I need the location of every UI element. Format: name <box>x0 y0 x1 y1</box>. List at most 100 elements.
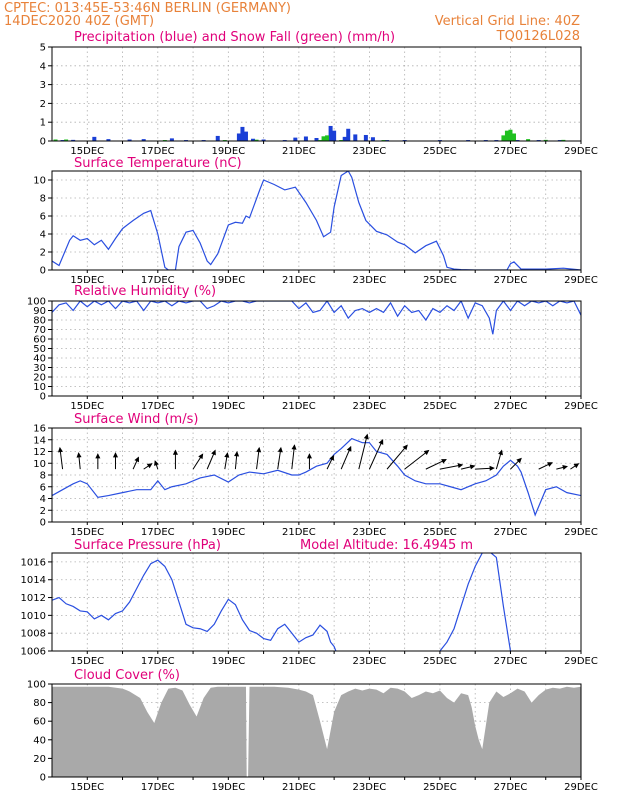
x-tick-label: 17DEC <box>141 401 175 412</box>
wind-arrowhead <box>256 446 262 453</box>
data-cloud <box>52 686 581 777</box>
grid-humidity <box>52 301 581 396</box>
x-tick-label: 15DEC <box>70 275 104 286</box>
y-tick-label: 100 <box>27 297 46 308</box>
wind-arrowhead <box>134 456 140 463</box>
header-run-date: 14DEC2020 40Z (GMT) <box>4 14 154 29</box>
y-tick-label: 40 <box>33 354 46 365</box>
x-tick-label: 27DEC <box>494 275 528 286</box>
x-tick-label: 29DEC <box>564 401 598 412</box>
x-tick-label: 21DEC <box>282 527 316 538</box>
x-tick-label: 19DEC <box>211 146 245 157</box>
panel-title-precip: Precipitation (blue) and Snow Fall (gree… <box>74 30 395 45</box>
model-altitude-note: Model Altitude: 16.4945 m <box>300 538 473 553</box>
y-tick-label: 20 <box>33 754 46 765</box>
wind-arrowhead <box>441 459 447 464</box>
snow-bar <box>511 133 516 141</box>
x-tick-label: 17DEC <box>141 656 175 667</box>
x-tick-label: 23DEC <box>353 401 387 412</box>
x-tick-label: 17DEC <box>141 146 175 157</box>
y-tick-label: 70 <box>33 325 46 336</box>
x-tick-label: 21DEC <box>282 782 316 793</box>
x-tick-label: 15DEC <box>70 401 104 412</box>
wind-arrowhead <box>224 452 230 458</box>
x-tick-label: 17DEC <box>141 275 175 286</box>
temperature-line-0 <box>52 171 581 270</box>
wind-arrowhead <box>277 446 283 453</box>
y-tick-label: 10 <box>33 382 46 393</box>
y-tick-label: 0 <box>40 773 46 784</box>
precip-bar <box>215 135 220 141</box>
data-wind <box>52 437 581 517</box>
y-tick-label: 4 <box>40 61 46 72</box>
precip-bar <box>236 133 241 141</box>
wind-line-0 <box>52 437 581 517</box>
precip-bar <box>363 134 368 141</box>
header-grid-note: Vertical Grid Line: 40Z <box>435 14 580 29</box>
header-model-id: TQ0126L028 <box>496 29 580 44</box>
snow-bar <box>254 139 259 141</box>
wind-arrowhead <box>95 453 101 459</box>
x-tick-label: 27DEC <box>494 656 528 667</box>
grid-pressure <box>52 553 581 651</box>
wind-arrowhead <box>112 452 119 458</box>
grid-wind <box>52 428 581 522</box>
snow-bar <box>53 139 58 141</box>
x-tick-label: 17DEC <box>141 782 175 793</box>
wind-arrowhead <box>562 465 569 470</box>
wind-arrowhead <box>489 465 495 471</box>
x-tick-label: 29DEC <box>564 782 598 793</box>
wind-arrowhead <box>234 451 240 457</box>
y-tick-label: 2 <box>40 99 46 110</box>
y-tick-label: 50 <box>33 344 46 355</box>
x-tick-label: 29DEC <box>564 275 598 286</box>
x-tick-label: 19DEC <box>211 275 245 286</box>
y-tick-label: 0 <box>40 392 46 403</box>
precip-bar <box>353 134 358 141</box>
x-tick-label: 19DEC <box>211 656 245 667</box>
snow-bar <box>561 139 566 141</box>
x-tick-label: 17DEC <box>141 527 175 538</box>
frame-temperature <box>51 170 582 271</box>
data-pressure <box>52 553 512 651</box>
wind-arrowhead <box>211 449 216 456</box>
panel-temperature: 0 2 4 6 8 10 15DEC 17DEC 19DEC 21DEC 23DEC 25DEC 27D… <box>33 156 598 286</box>
snow-bar <box>64 139 69 141</box>
wind-arrows <box>57 433 580 471</box>
y-tick-label: 80 <box>33 316 46 327</box>
y-tick-label: 1016 <box>21 557 46 568</box>
precip-bar <box>342 136 347 141</box>
x-tick-label: 21DEC <box>282 656 316 667</box>
y-tick-label: 16 <box>33 424 46 435</box>
x-tick-label: 21DEC <box>282 275 316 286</box>
wind-arrowhead <box>306 453 312 459</box>
y-tick-label: 100 <box>27 680 46 691</box>
frame-precip <box>51 46 582 142</box>
y-tick-label: 80 <box>33 698 46 709</box>
wind-arrow <box>368 439 384 470</box>
y-tick-label: 12 <box>33 447 46 458</box>
grid-temperature <box>52 171 581 270</box>
x-tick-label: 27DEC <box>494 401 528 412</box>
wind-arrowhead <box>573 463 580 469</box>
y-tick-label: 2 <box>40 506 46 517</box>
wind-arrow <box>404 450 429 470</box>
pressure-line-1 <box>439 553 512 651</box>
data-temperature <box>52 171 581 270</box>
y-tick-label: 1 <box>40 118 46 129</box>
snow-bar <box>504 130 509 141</box>
wind-arrowhead <box>57 446 63 453</box>
x-tick-label: 21DEC <box>282 401 316 412</box>
wind-arrowhead <box>516 457 522 464</box>
y-tick-label: 10 <box>33 176 46 187</box>
y-tick-label: 20 <box>33 373 46 384</box>
x-tick-label: 19DEC <box>211 527 245 538</box>
precip-bar <box>71 139 76 141</box>
frame-wind <box>51 427 582 523</box>
y-tick-label: 1010 <box>21 611 46 622</box>
precip-bar <box>240 126 245 141</box>
y-tick-label: 4 <box>40 230 46 241</box>
x-tick-label: 23DEC <box>353 146 387 157</box>
